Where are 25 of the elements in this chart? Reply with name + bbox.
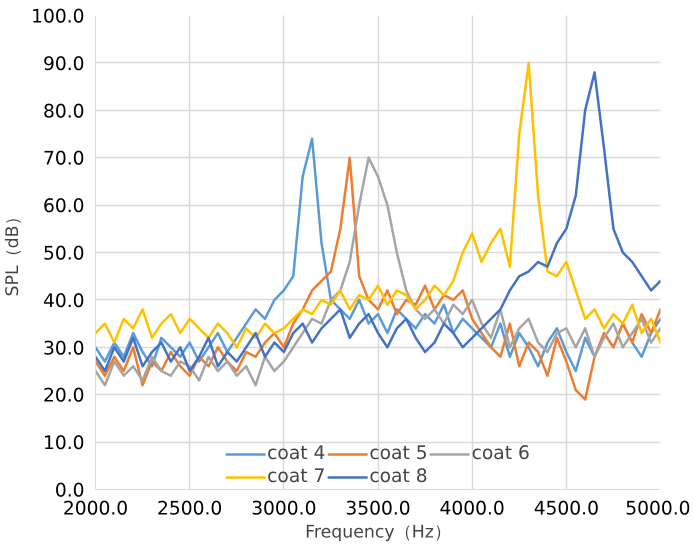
- y-tick-label: 80.0: [42, 101, 85, 122]
- x-tick-label: 3000.0: [251, 498, 316, 520]
- y-tick-label: 60.0: [42, 196, 85, 218]
- y-tick-label: 90.0: [42, 54, 85, 75]
- x-tick-label: 4500.0: [534, 498, 599, 520]
- y-tick-label: 0.0: [54, 480, 84, 502]
- legend-label: coat 6: [472, 443, 530, 464]
- x-tick-label: 3500.0: [345, 498, 411, 520]
- y-tick-label: 50.0: [42, 244, 85, 264]
- x-tick-label: 2500.0: [157, 498, 222, 520]
- y-tick-label: 20.0: [42, 386, 85, 407]
- x-tick-label: 5000.0: [625, 498, 691, 520]
- x-axis-title: Frequency（Hz）: [305, 522, 451, 542]
- x-tick-label: 4000.0: [440, 498, 505, 520]
- legend-label: coat 4: [267, 443, 326, 464]
- x-tick-label: 2000.0: [62, 498, 128, 520]
- legend-label: coat 7: [267, 466, 326, 487]
- legend-label: coat 8: [369, 466, 428, 487]
- y-tick-label: 40.0: [42, 290, 85, 312]
- y-tick-label: 10.0: [42, 433, 85, 454]
- y-tick-label: 30.0: [42, 338, 85, 360]
- legend-label: coat 5: [369, 443, 428, 464]
- y-tick-label: 70.0: [42, 148, 85, 170]
- y-tick-label: 100.0: [31, 6, 85, 28]
- y-axis-title: SPL（dB）: [3, 208, 24, 296]
